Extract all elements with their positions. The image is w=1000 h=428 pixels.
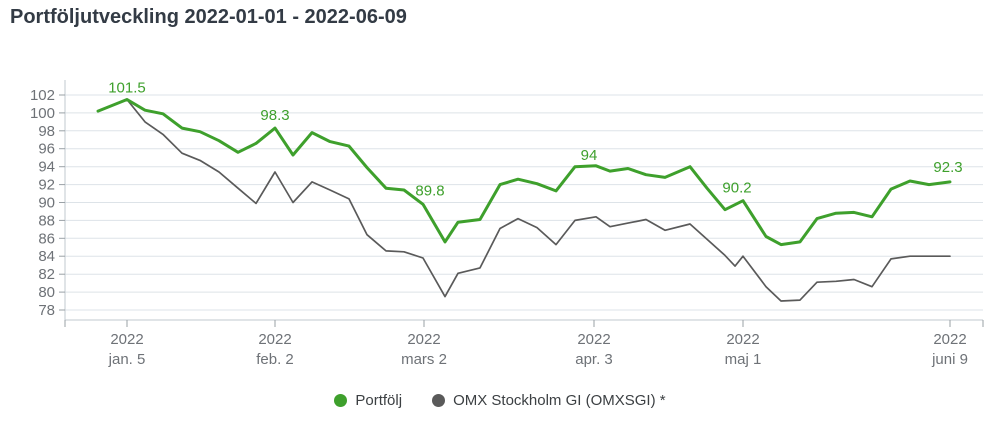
x-tick-label: maj 1 (725, 351, 762, 368)
y-tick-label: 102 (30, 87, 55, 104)
x-tick-label: juni 9 (931, 351, 968, 368)
annotation-92.3: 92.3 (933, 159, 962, 176)
y-tick-label: 86 (38, 230, 55, 247)
y-tick-label: 98 (38, 123, 55, 140)
y-tick-label: 94 (38, 159, 55, 176)
legend-item-index[interactable]: OMX Stockholm GI (OMXSGI) * (432, 392, 666, 409)
y-tick-label: 100 (30, 105, 55, 122)
x-tick-year: 2022 (258, 331, 291, 348)
y-tick-label: 96 (38, 141, 55, 158)
legend: Portfölj OMX Stockholm GI (OMXSGI) * (0, 392, 1000, 409)
axes (64, 80, 983, 321)
portfolio-line[interactable] (96, 98, 952, 247)
annotation-98.3: 98.3 (260, 107, 289, 124)
y-tick-label: 92 (38, 177, 55, 194)
gridlines (65, 94, 983, 311)
x-tick-label: apr. 3 (575, 351, 613, 368)
y-tick-label: 88 (38, 212, 55, 229)
index-series-swatch (432, 394, 446, 407)
legend-label-portfolio: Portfölj (355, 392, 403, 409)
annotation-89.8: 89.8 (415, 182, 444, 199)
x-tick-year: 2022 (933, 331, 966, 348)
x-tick-year: 2022 (407, 331, 440, 348)
annotation-94: 94 (581, 147, 598, 164)
x-tick-year: 2022 (577, 331, 610, 348)
y-tick-label: 80 (38, 284, 55, 301)
x-tick-label: jan. 5 (108, 351, 146, 368)
legend-label-index: OMX Stockholm GI (OMXSGI) * (453, 392, 666, 409)
chart-title: Portföljutveckling 2022-01-01 - 2022-06-… (10, 6, 407, 28)
x-tick-year: 2022 (110, 331, 143, 348)
x-axis: 2022 jan. 5 2022 feb. 2 2022 mars 2 2022 apr. 3… (64, 320, 984, 368)
annotation-90.2: 90.2 (722, 180, 751, 197)
value-annotations: 101.5 98.3 89.8 94 90.2 92.3 (108, 80, 962, 200)
y-tick-label: 84 (38, 248, 55, 265)
y-tick-label: 78 (38, 302, 55, 319)
legend-item-portfolio[interactable]: Portfölj (334, 392, 402, 409)
x-tick-label: mars 2 (401, 351, 447, 368)
y-tick-label: 90 (38, 195, 55, 212)
annotation-101.5: 101.5 (108, 80, 146, 97)
index-line[interactable] (97, 98, 951, 302)
portfolio-series-swatch (334, 394, 348, 407)
y-tick-label: 82 (38, 266, 55, 283)
x-tick-label: feb. 2 (256, 351, 294, 368)
x-tick-year: 2022 (726, 331, 759, 348)
